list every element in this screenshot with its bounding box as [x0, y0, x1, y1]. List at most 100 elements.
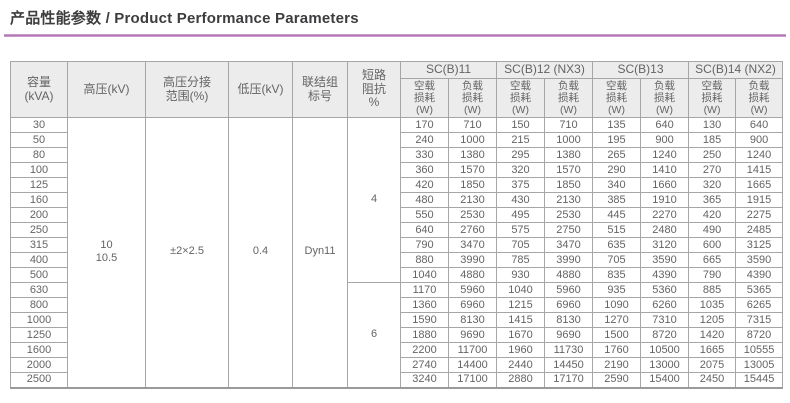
loss-value-cell: 270: [688, 162, 737, 178]
loss-value-cell: 635: [592, 237, 641, 253]
capacity-cell: 30: [10, 117, 68, 133]
loss-value-cell: 14450: [544, 357, 593, 373]
table-row: 50 240 1000 215 1000 195 900 185 900: [10, 132, 784, 148]
loss-value-cell: 445: [592, 207, 641, 223]
loss-value-cell: 1960: [496, 342, 545, 358]
loss-value-cell: 3990: [544, 252, 593, 268]
loss-value-cell: 3470: [448, 237, 497, 253]
loss-value-cell: 1240: [639, 147, 690, 163]
loss-value-cell: 375: [496, 177, 545, 193]
loss-value-cell: 710: [544, 117, 593, 133]
title-underline: [4, 34, 786, 37]
loss-value-cell: 1380: [448, 147, 497, 163]
loss-value-cell: 515: [592, 222, 641, 238]
performance-parameters-table: 容量 (kVA) 高压(kV) 高压分接 范围(%) 低压(kV) 联结组 标号…: [10, 61, 784, 389]
loss-value-cell: 265: [592, 147, 641, 163]
loss-value-cell: 330: [400, 147, 449, 163]
loss-value-cell: 17170: [544, 372, 593, 388]
capacity-cell: 250: [10, 222, 68, 238]
loss-value-cell: 1590: [400, 312, 449, 328]
group-header-scb14: SC(B)14 (NX2): [688, 61, 784, 79]
loss-value-cell: 365: [688, 192, 737, 208]
loss-value-cell: 1240: [735, 147, 784, 163]
loss-value-cell: 430: [496, 192, 545, 208]
loss-value-cell: 250: [688, 147, 737, 163]
loss-value-cell: 1415: [496, 312, 545, 328]
table-row: 125 420 1850 375 1850 340 1660 320 1665: [10, 177, 784, 193]
loss-value-cell: 385: [592, 192, 641, 208]
loss-value-cell: 640: [639, 117, 690, 133]
loss-value-cell: 4390: [735, 267, 784, 283]
loss-value-cell: 2880: [496, 372, 545, 388]
subheader-load-loss: 负载 损耗 (W): [448, 78, 497, 118]
loss-value-cell: 320: [688, 177, 737, 193]
capacity-cell: 200: [10, 207, 68, 223]
loss-value-cell: 665: [688, 252, 737, 268]
capacity-cell: 1250: [10, 327, 68, 343]
column-header-lv: 低压(kV): [228, 61, 293, 118]
subheader-no-load-loss: 空载 损耗 (W): [592, 78, 641, 118]
loss-value-cell: 10500: [639, 342, 690, 358]
loss-value-cell: 1760: [592, 342, 641, 358]
subheader-load-loss: 负载 损耗 (W): [735, 78, 784, 118]
loss-value-cell: 2200: [400, 342, 449, 358]
page-title: 产品性能参数 / Product Performance Parameters: [10, 10, 359, 27]
table-row: 500 1040 4880 930 4880 835 4390 790 4390: [10, 267, 784, 283]
loss-value-cell: 9690: [544, 327, 593, 343]
loss-value-cell: 1570: [448, 162, 497, 178]
loss-value-cell: 2750: [544, 222, 593, 238]
loss-value-cell: 6260: [639, 297, 690, 313]
loss-value-cell: 2130: [448, 192, 497, 208]
loss-value-cell: 295: [496, 147, 545, 163]
loss-value-cell: 1660: [639, 177, 690, 193]
loss-value-cell: 15400: [639, 372, 690, 388]
loss-value-cell: 490: [688, 222, 737, 238]
group-header-scb12: SC(B)12 (NX3): [496, 61, 593, 79]
loss-value-cell: 1500: [592, 327, 641, 343]
table-row: 1000 1590 8130 1415 8130 1270 7310 1205 7315: [10, 312, 784, 328]
loss-value-cell: 15445: [735, 372, 784, 388]
subheader-no-load-loss: 空载 损耗 (W): [400, 78, 449, 118]
loss-value-cell: 130: [688, 117, 737, 133]
loss-value-cell: 1270: [592, 312, 641, 328]
loss-value-cell: 640: [735, 117, 784, 133]
loss-value-cell: 2530: [544, 207, 593, 223]
loss-value-cell: 8130: [544, 312, 593, 328]
loss-value-cell: 7315: [735, 312, 784, 328]
loss-value-cell: 10555: [735, 342, 784, 358]
loss-value-cell: 17100: [448, 372, 497, 388]
loss-value-cell: 5960: [448, 282, 497, 298]
table-body: 30 10 10.5 ±2×2.5 0.4 Dyn11 4 170 710 150 710 135 6…: [10, 117, 784, 388]
loss-value-cell: 790: [688, 267, 737, 283]
capacity-cell: 630: [10, 282, 68, 298]
loss-value-cell: 1215: [496, 297, 545, 313]
loss-value-cell: 14400: [448, 357, 497, 373]
loss-value-cell: 2740: [400, 357, 449, 373]
loss-value-cell: 290: [592, 162, 641, 178]
loss-value-cell: 1170: [400, 282, 449, 298]
loss-value-cell: 2760: [448, 222, 497, 238]
loss-value-cell: 195: [592, 132, 641, 148]
capacity-cell: 1600: [10, 342, 68, 358]
loss-value-cell: 240: [400, 132, 449, 148]
page: 产品性能参数 / Product Performance Parameters …: [0, 7, 790, 403]
capacity-cell: 125: [10, 177, 68, 193]
table-row: 2500 3240 17100 2880 17170 2590 15400 2450 15445: [10, 372, 784, 388]
sub-header-row: 空载 损耗 (W) 负载 损耗 (W) 空载 损耗 (W) 负载 损耗 (W) …: [11, 78, 784, 118]
loss-value-cell: 150: [496, 117, 545, 133]
loss-value-cell: 11700: [448, 342, 497, 358]
loss-value-cell: 880: [400, 252, 449, 268]
capacity-cell: 2500: [10, 372, 68, 388]
loss-value-cell: 3590: [735, 252, 784, 268]
loss-value-cell: 1665: [735, 177, 784, 193]
loss-value-cell: 1410: [639, 162, 690, 178]
loss-value-cell: 5360: [639, 282, 690, 298]
loss-value-cell: 4880: [544, 267, 593, 283]
loss-value-cell: 11730: [544, 342, 593, 358]
loss-value-cell: 2190: [592, 357, 641, 373]
hv-merged-cell: 10 10.5: [67, 117, 146, 388]
loss-value-cell: 885: [688, 282, 737, 298]
capacity-cell: 500: [10, 267, 68, 283]
capacity-cell: 50: [10, 132, 68, 148]
loss-value-cell: 930: [496, 267, 545, 283]
